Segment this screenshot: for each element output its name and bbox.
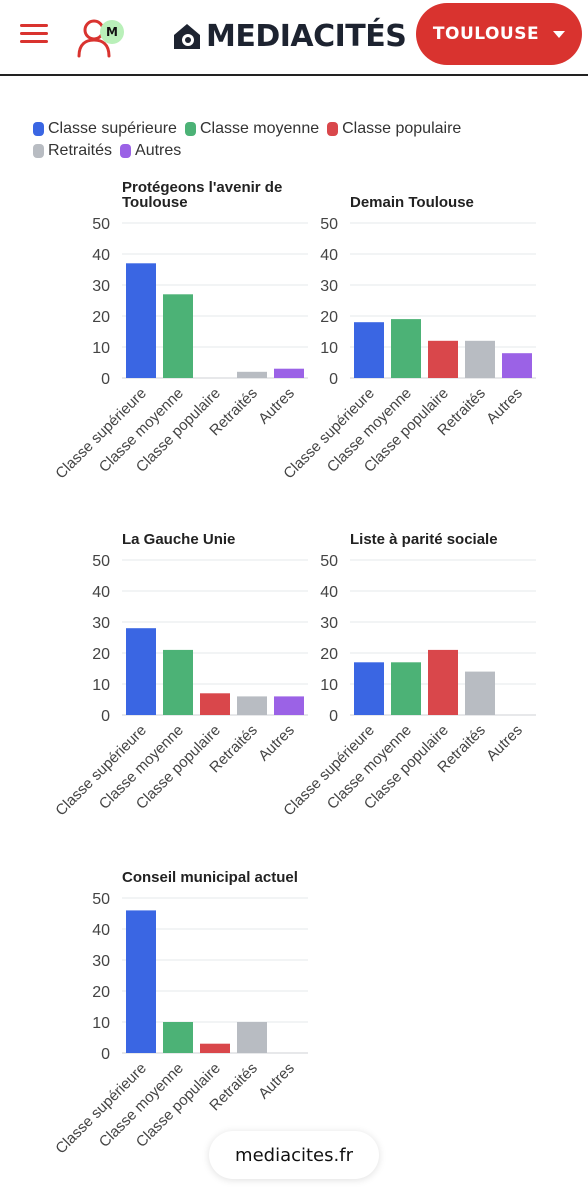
legend-item[interactable]: Classe supérieure	[33, 120, 177, 138]
x-tick-label: Autres	[255, 722, 298, 765]
chart-title: Conseil municipal actuel	[122, 869, 298, 886]
y-tick-label: 40	[320, 247, 338, 264]
legend-swatch	[33, 144, 44, 158]
mediacites-logo[interactable]: MEDIACITÉS	[172, 14, 407, 58]
bar	[200, 693, 230, 715]
site-footer-pill[interactable]: mediacites.fr	[209, 1131, 379, 1179]
chart-title: Toulouse	[122, 194, 188, 211]
y-tick-label: 10	[92, 677, 110, 694]
bar	[274, 368, 304, 378]
y-tick-label: 0	[101, 371, 110, 388]
city-select-button[interactable]: TOULOUSE	[416, 3, 582, 65]
y-tick-label: 50	[320, 216, 338, 233]
x-tick-label: Autres	[255, 385, 298, 428]
logo-house-icon	[174, 24, 200, 49]
legend-label: Classe supérieure	[48, 120, 177, 137]
x-tick-label: Autres	[255, 1060, 298, 1103]
y-tick-label: 40	[92, 584, 110, 601]
y-tick-label: 40	[92, 247, 110, 264]
y-tick-label: 20	[92, 646, 110, 663]
caret-down-icon	[553, 30, 566, 38]
bar	[465, 340, 495, 378]
y-tick-label: 10	[320, 340, 338, 357]
bar	[391, 662, 421, 715]
menu-icon[interactable]	[20, 22, 50, 46]
legend-item[interactable]: Autres	[120, 142, 181, 160]
bar	[200, 1043, 230, 1053]
site-url: mediacites.fr	[235, 1144, 353, 1166]
y-tick-label: 10	[92, 1015, 110, 1032]
legend-item[interactable]: Classe populaire	[327, 120, 461, 138]
bar	[126, 910, 156, 1053]
y-tick-label: 30	[320, 615, 338, 632]
y-tick-label: 40	[320, 584, 338, 601]
y-tick-label: 30	[92, 615, 110, 632]
legend-item[interactable]: Classe moyenne	[184, 120, 320, 138]
legend-swatch	[33, 122, 44, 136]
x-tick-label: Autres	[483, 385, 526, 428]
bar	[237, 1022, 267, 1053]
chart-title: Liste à parité sociale	[350, 531, 498, 548]
bar	[237, 696, 267, 715]
city-select-label: TOULOUSE	[432, 24, 540, 44]
bar	[428, 649, 458, 715]
legend-label: Classe populaire	[342, 120, 462, 137]
y-tick-label: 30	[92, 953, 110, 970]
y-tick-label: 20	[320, 309, 338, 326]
legend-label: Autres	[135, 142, 182, 159]
y-tick-label: 30	[320, 278, 338, 295]
legend-swatch	[120, 144, 132, 158]
bar	[465, 671, 495, 715]
y-tick-label: 0	[101, 1046, 110, 1063]
y-tick-label: 20	[92, 984, 110, 1001]
legend-item[interactable]: Retraités	[33, 142, 112, 160]
legend-label: Classe moyenne	[199, 120, 320, 137]
logo-text: MEDIACITÉS	[206, 18, 407, 54]
y-tick-label: 20	[92, 309, 110, 326]
y-tick-label: 50	[92, 891, 110, 908]
bar	[428, 340, 458, 378]
site-header: M MEDIACITÉS TOULOUSE	[0, 0, 588, 76]
x-tick-label: Autres	[483, 722, 526, 765]
y-tick-label: 50	[320, 553, 338, 570]
bar	[354, 662, 384, 715]
y-tick-label: 30	[92, 278, 110, 295]
user-initial-badge: M	[100, 20, 124, 44]
y-tick-label: 0	[329, 371, 338, 388]
y-tick-label: 20	[320, 646, 338, 663]
bar	[126, 263, 156, 378]
bar	[163, 1022, 193, 1053]
bar	[391, 319, 421, 378]
bar	[354, 322, 384, 378]
bar	[237, 371, 267, 378]
chart-title: La Gauche Unie	[122, 531, 235, 548]
legend-label: Retraités	[48, 142, 113, 159]
y-tick-label: 0	[101, 708, 110, 725]
y-tick-label: 50	[92, 216, 110, 233]
y-tick-label: 10	[92, 340, 110, 357]
chart-title: Protégeons l'avenir de	[122, 179, 282, 196]
bar	[274, 696, 304, 715]
bar	[163, 649, 193, 715]
bar	[163, 294, 193, 378]
bar	[502, 353, 532, 378]
chart-legend: Classe supérieure Classe moyenne Classe …	[33, 118, 573, 162]
chart-title: Demain Toulouse	[350, 194, 474, 211]
bar	[126, 628, 156, 715]
y-tick-label: 10	[320, 677, 338, 694]
legend-swatch	[327, 122, 339, 136]
y-tick-label: 0	[329, 708, 338, 725]
y-tick-label: 40	[92, 922, 110, 939]
y-tick-label: 50	[92, 553, 110, 570]
legend-swatch	[184, 122, 196, 136]
